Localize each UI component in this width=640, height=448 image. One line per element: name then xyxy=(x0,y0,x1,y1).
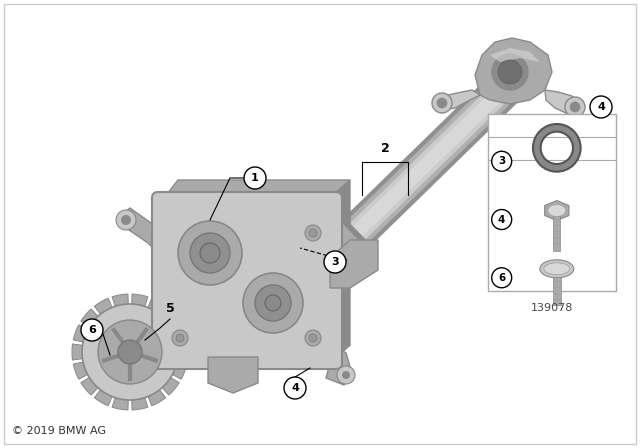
Text: 4: 4 xyxy=(291,383,299,393)
Text: 4: 4 xyxy=(597,102,605,112)
Text: 6: 6 xyxy=(498,273,506,283)
Wedge shape xyxy=(81,309,99,327)
Wedge shape xyxy=(161,309,179,327)
Text: 4: 4 xyxy=(498,215,506,224)
Circle shape xyxy=(590,96,612,118)
Circle shape xyxy=(305,225,321,241)
Ellipse shape xyxy=(548,205,566,216)
Text: © 2019 BMW AG: © 2019 BMW AG xyxy=(12,426,106,436)
Polygon shape xyxy=(120,208,158,253)
Circle shape xyxy=(178,221,242,285)
Wedge shape xyxy=(112,396,129,410)
Wedge shape xyxy=(81,376,99,395)
Polygon shape xyxy=(330,240,378,288)
FancyBboxPatch shape xyxy=(152,192,342,369)
Polygon shape xyxy=(435,90,480,110)
Wedge shape xyxy=(171,325,187,342)
Wedge shape xyxy=(94,298,113,316)
Bar xyxy=(553,277,561,305)
Text: 1: 1 xyxy=(251,173,259,183)
Wedge shape xyxy=(112,294,129,308)
Circle shape xyxy=(176,334,184,342)
Circle shape xyxy=(492,268,512,288)
Circle shape xyxy=(121,215,131,225)
Ellipse shape xyxy=(544,263,570,275)
Text: 6: 6 xyxy=(88,325,96,335)
Circle shape xyxy=(309,334,317,342)
Bar xyxy=(488,114,616,291)
Circle shape xyxy=(492,54,528,90)
Circle shape xyxy=(437,98,447,108)
Wedge shape xyxy=(147,298,166,316)
Circle shape xyxy=(200,243,220,263)
Text: 2: 2 xyxy=(381,142,389,155)
Circle shape xyxy=(492,151,512,171)
Circle shape xyxy=(244,167,266,189)
Polygon shape xyxy=(475,38,552,104)
Polygon shape xyxy=(545,90,582,114)
Polygon shape xyxy=(164,345,350,363)
Polygon shape xyxy=(330,180,350,363)
Circle shape xyxy=(255,285,291,321)
Ellipse shape xyxy=(540,260,574,278)
Circle shape xyxy=(432,93,452,113)
Circle shape xyxy=(243,273,303,333)
Polygon shape xyxy=(164,180,350,198)
Wedge shape xyxy=(175,344,188,360)
Polygon shape xyxy=(545,201,569,220)
Wedge shape xyxy=(73,362,90,379)
Text: 3: 3 xyxy=(498,156,506,166)
Circle shape xyxy=(82,304,178,400)
Circle shape xyxy=(337,366,355,384)
Text: 5: 5 xyxy=(166,302,174,314)
Circle shape xyxy=(324,251,346,273)
Circle shape xyxy=(118,340,142,364)
Wedge shape xyxy=(161,376,179,395)
Wedge shape xyxy=(72,344,84,360)
Circle shape xyxy=(342,371,350,379)
Polygon shape xyxy=(326,343,352,385)
Wedge shape xyxy=(171,362,187,379)
Wedge shape xyxy=(132,396,148,410)
Circle shape xyxy=(172,330,188,346)
Circle shape xyxy=(309,229,317,237)
Wedge shape xyxy=(147,388,166,406)
Text: 3: 3 xyxy=(331,257,339,267)
Bar xyxy=(554,215,560,250)
Circle shape xyxy=(492,210,512,229)
Polygon shape xyxy=(490,48,540,62)
Circle shape xyxy=(284,377,306,399)
Circle shape xyxy=(116,210,136,230)
Circle shape xyxy=(98,320,162,384)
Circle shape xyxy=(265,295,281,311)
Circle shape xyxy=(565,97,585,117)
Wedge shape xyxy=(94,388,113,406)
Circle shape xyxy=(190,233,230,273)
Circle shape xyxy=(305,330,321,346)
Circle shape xyxy=(570,102,580,112)
Text: 139078: 139078 xyxy=(531,303,573,313)
Circle shape xyxy=(498,60,522,84)
Polygon shape xyxy=(208,357,258,393)
Circle shape xyxy=(81,319,103,341)
Wedge shape xyxy=(73,325,90,342)
Wedge shape xyxy=(132,294,148,308)
